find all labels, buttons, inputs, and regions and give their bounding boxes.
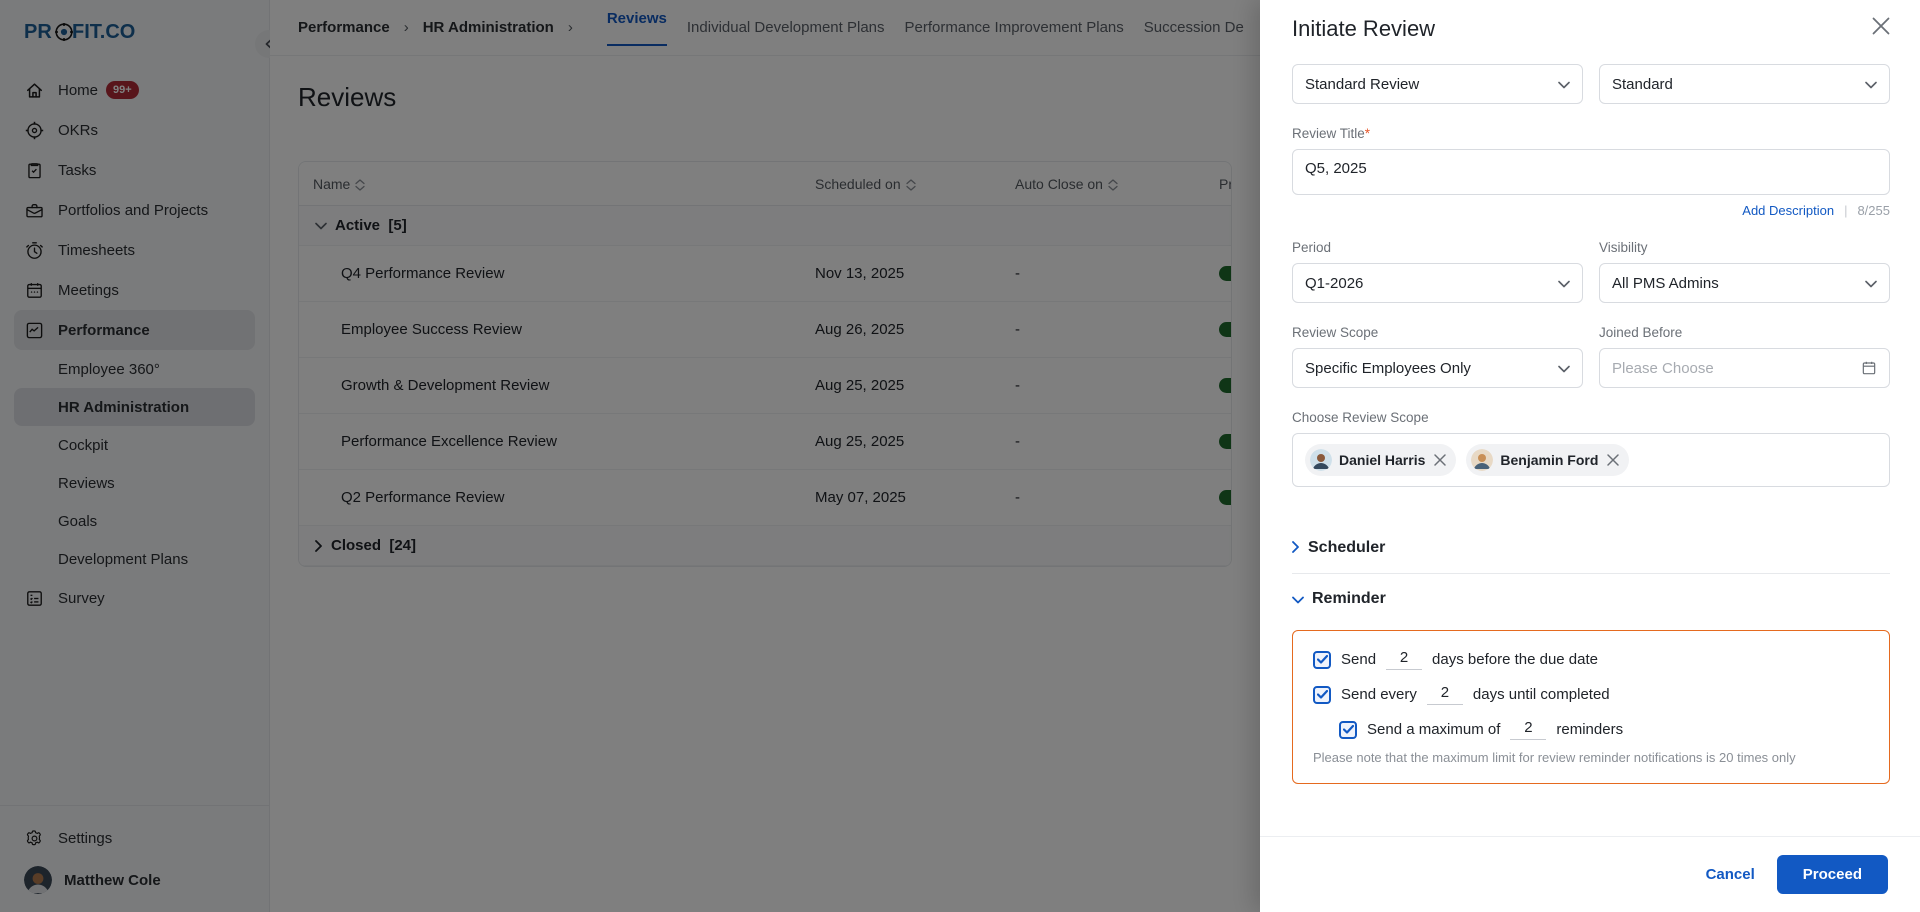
svg-text:FIT.CO: FIT.CO bbox=[72, 21, 135, 43]
svg-text:PR: PR bbox=[24, 21, 52, 43]
